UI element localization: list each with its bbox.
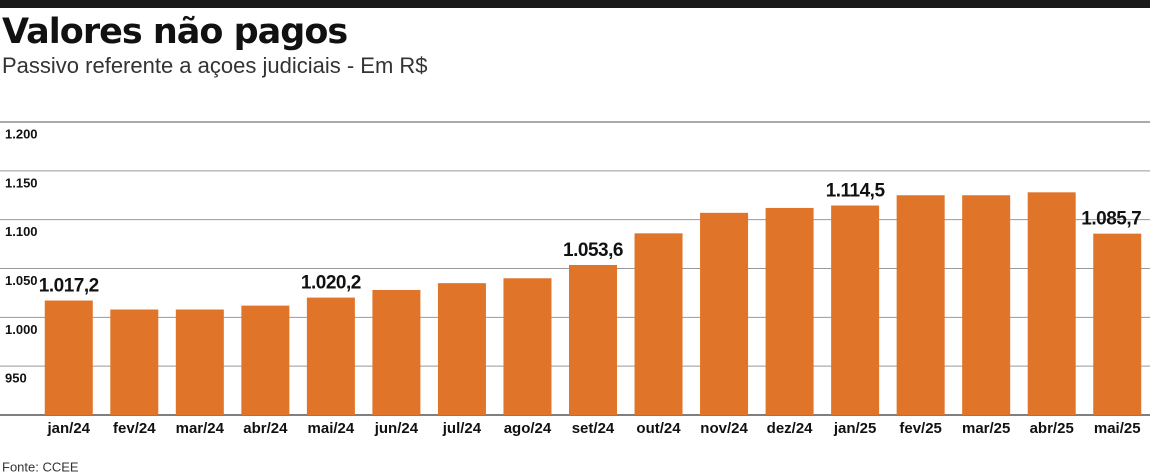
x-tick-label: jun/24 [374, 420, 419, 437]
bar [175, 309, 224, 415]
bar [765, 207, 814, 415]
bar [962, 195, 1011, 415]
bar [700, 212, 749, 415]
x-tick-label: jul/24 [442, 420, 482, 437]
bar [44, 300, 93, 415]
bar [1093, 233, 1142, 415]
value-label: 1.017,2 [39, 276, 99, 297]
value-label: 1.114,5 [826, 181, 886, 202]
y-tick-label: 1.200 [5, 126, 38, 141]
value-label: 1.053,6 [563, 240, 623, 261]
x-tick-label: dez/24 [767, 420, 814, 437]
x-tick-label: mai/25 [1094, 420, 1141, 437]
x-tick-label: mar/25 [962, 420, 1010, 437]
x-tick-label: abr/25 [1030, 420, 1074, 437]
bar [372, 289, 421, 415]
value-label: 1.085,7 [1081, 209, 1141, 230]
x-tick-label: abr/24 [243, 420, 288, 437]
bar [896, 195, 945, 415]
value-label: 1.020,2 [301, 273, 361, 294]
x-tick-label: mai/24 [308, 420, 355, 437]
x-tick-label: out/24 [636, 420, 681, 437]
bar [306, 297, 355, 415]
bar [437, 283, 486, 415]
x-tick-label: nov/24 [700, 420, 748, 437]
x-tick-label: set/24 [572, 420, 615, 437]
bar [241, 305, 290, 415]
top-rule [0, 0, 1150, 8]
y-tick-label: 1.000 [5, 322, 38, 337]
y-tick-label: 1.050 [5, 273, 38, 288]
bar [569, 264, 617, 415]
y-tick-label: 1.100 [5, 224, 38, 239]
y-tick-label: 950 [5, 371, 27, 386]
x-tick-label: jan/25 [833, 420, 877, 437]
chart-subtitle: Passivo referente a açoes judiciais - Em… [2, 53, 428, 78]
x-tick-label: ago/24 [504, 420, 552, 437]
bar [634, 233, 683, 415]
source: Fonte: CCEE [2, 459, 79, 474]
bar [503, 278, 552, 415]
x-tick-label: jan/24 [46, 420, 90, 437]
bar [1027, 192, 1076, 415]
bar [110, 309, 159, 415]
chart-title: Valores não pagos [2, 12, 347, 52]
x-tick-label: fev/24 [113, 420, 156, 437]
y-tick-label: 1.150 [5, 175, 38, 190]
x-tick-label: mar/24 [176, 420, 225, 437]
x-tick-label: fev/25 [899, 420, 942, 437]
bar [831, 205, 880, 415]
